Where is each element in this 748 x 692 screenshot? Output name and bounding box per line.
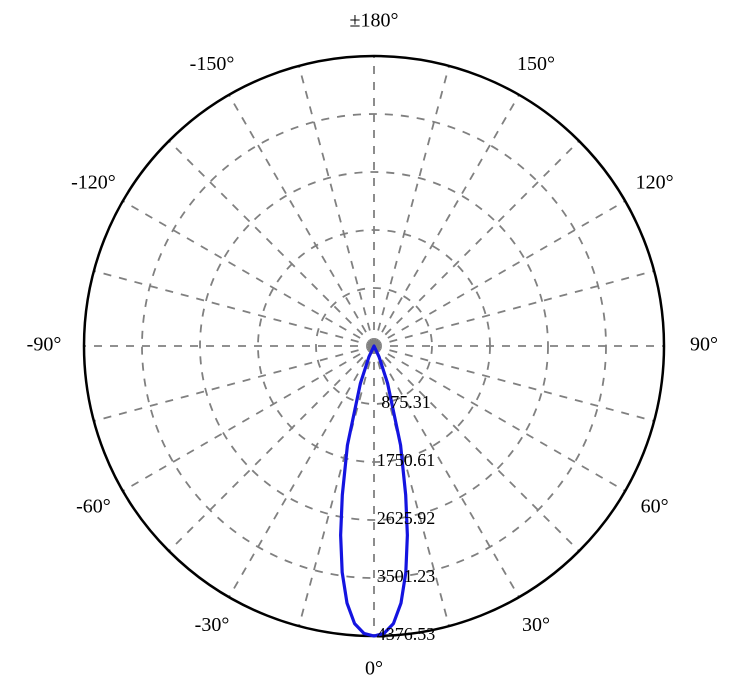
- angle-label: 60°: [641, 496, 669, 518]
- angle-label: -30°: [195, 614, 230, 636]
- radial-tick-label: 4376.53: [377, 624, 436, 644]
- angle-label: -120°: [71, 172, 116, 194]
- angle-label: 150°: [517, 53, 555, 75]
- angle-label: 120°: [636, 172, 674, 194]
- angle-label: -150°: [190, 53, 235, 75]
- radial-tick-label: 2625.92: [377, 508, 436, 528]
- angle-label: 30°: [522, 614, 550, 636]
- angle-label: 90°: [690, 334, 718, 356]
- polar-chart: 875.31 1750.61 2625.92 3501.23 4376.53 ±180° 1…: [0, 0, 748, 692]
- radial-tick-label: 875.31: [381, 392, 431, 412]
- angle-label: -90°: [27, 334, 62, 356]
- angle-label: ±180°: [350, 10, 399, 32]
- angle-label: -60°: [76, 496, 111, 518]
- radial-tick-label: 1750.61: [377, 450, 436, 470]
- angle-label: 0°: [365, 658, 383, 680]
- radial-tick-label: 3501.23: [377, 566, 436, 586]
